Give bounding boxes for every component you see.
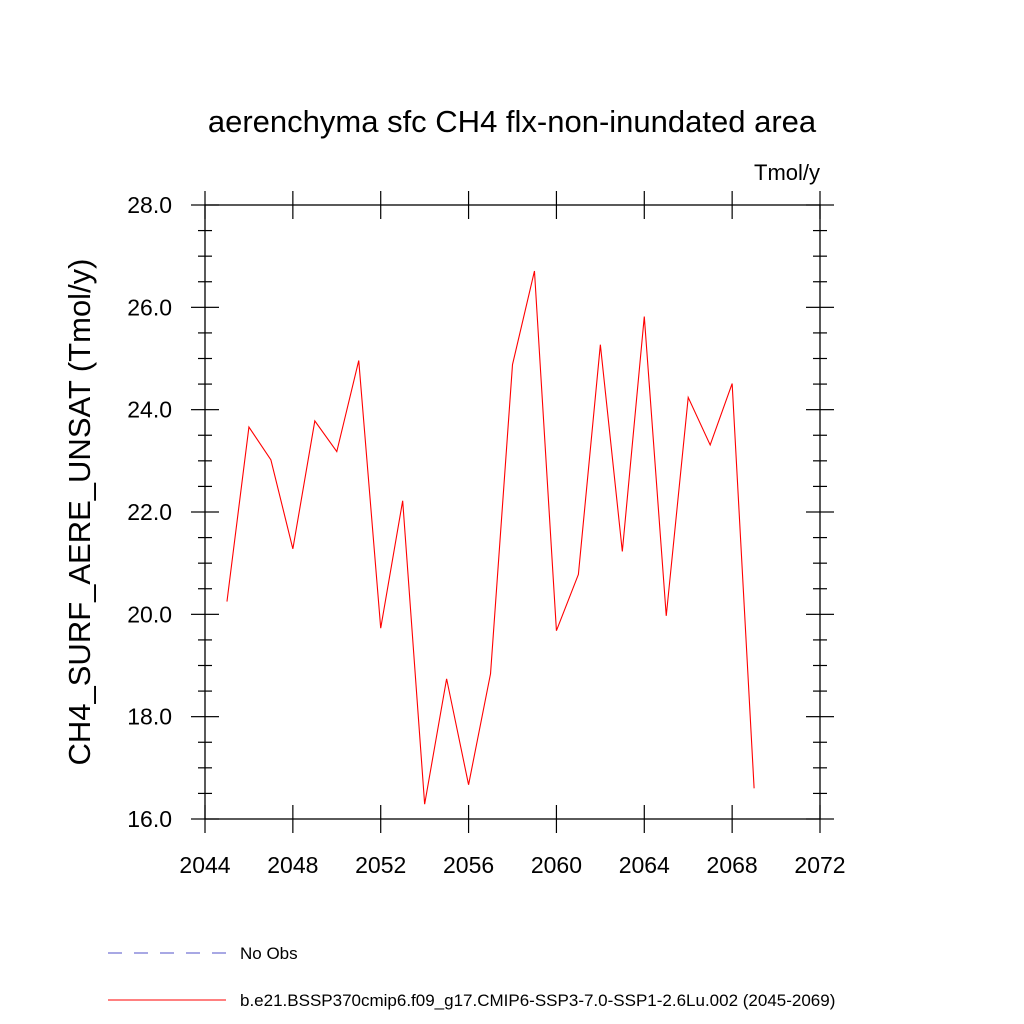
y-tick-label: 22.0	[127, 499, 172, 525]
x-tick-label: 2068	[707, 852, 758, 878]
units-label: Tmol/y	[754, 160, 820, 185]
axis-ticks: 2044 2048 2052 2056 2060 2064 2068 2072 16.0 18.0…	[127, 191, 846, 878]
legend-label: No Obs	[240, 944, 298, 963]
x-tick-label: 2048	[267, 852, 318, 878]
series-line	[226, 270, 755, 805]
x-tick-label: 2056	[443, 852, 494, 878]
y-tick-label: 18.0	[127, 704, 172, 730]
x-tick-label: 2072	[794, 852, 845, 878]
legend-label: b.e21.BSSP370cmip6.f09_g17.CMIP6-SSP3-7.…	[240, 991, 835, 1010]
y-axis-label: CH4_SURF_AERE_UNSAT (Tmol/y)	[62, 258, 97, 765]
y-tick-label: 24.0	[127, 397, 172, 423]
x-tick-label: 2044	[179, 852, 230, 878]
plot-frame	[204, 204, 821, 820]
y-tick-label: 20.0	[127, 601, 172, 627]
x-tick-label: 2060	[531, 852, 582, 878]
y-tick-label: 16.0	[127, 806, 172, 832]
series-layer	[226, 270, 755, 805]
x-tick-label: 2064	[619, 852, 670, 878]
y-tick-label: 28.0	[127, 192, 172, 218]
x-tick-label: 2052	[355, 852, 406, 878]
y-tick-label: 26.0	[127, 294, 172, 320]
chart-title: aerenchyma sfc CH4 flx-non-inundated are…	[208, 104, 817, 139]
legend: No Obs b.e21.BSSP370cmip6.f09_g17.CMIP6-S…	[108, 944, 835, 1010]
